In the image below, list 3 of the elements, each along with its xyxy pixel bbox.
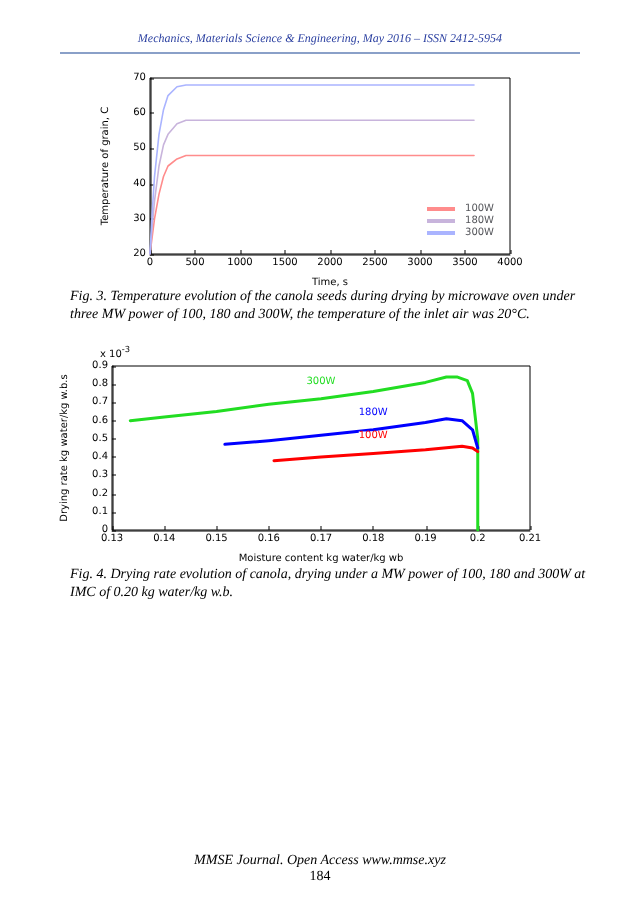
line-series xyxy=(272,444,480,463)
line-series xyxy=(223,417,480,450)
line-series xyxy=(128,375,480,532)
